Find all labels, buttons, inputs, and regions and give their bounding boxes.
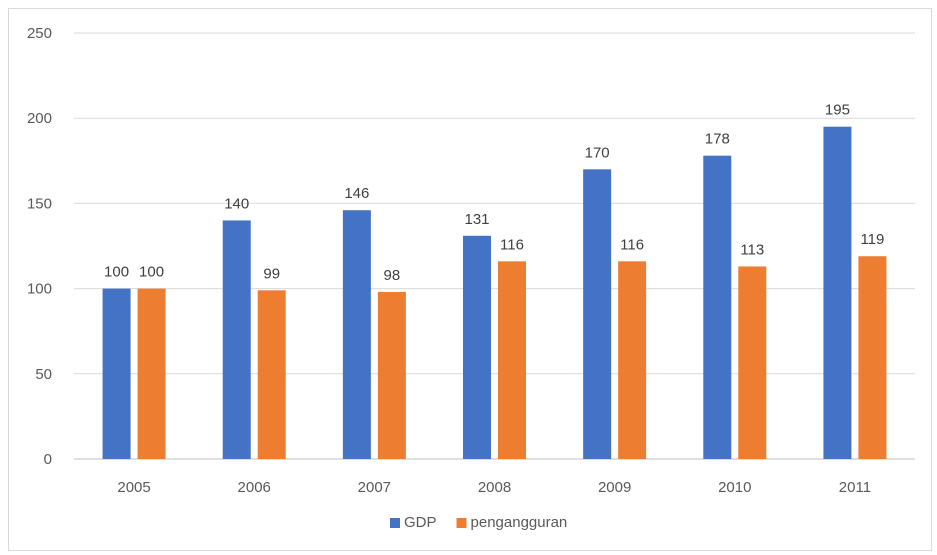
y-tick-label: 250 bbox=[27, 25, 52, 42]
x-tick-label: 2005 bbox=[117, 479, 150, 496]
data-label-pengangguran-2008: 116 bbox=[500, 236, 524, 253]
x-axis-tick-labels: 2005 2006 2007 2008 2009 2010 2011 bbox=[117, 479, 871, 496]
bar-pengangguran-2005 bbox=[137, 288, 166, 459]
data-labels: 100 100 140 99 146 98 131 116 170 116 178 113 195 119 bbox=[104, 102, 884, 284]
data-label-pengangguran-2009: 116 bbox=[620, 236, 644, 253]
y-tick-label: 200 bbox=[27, 110, 52, 127]
bar-pengangguran-2008 bbox=[498, 261, 526, 459]
y-tick-label: 150 bbox=[27, 195, 52, 212]
y-tick-label: 100 bbox=[27, 281, 52, 298]
data-label-pengangguran-2011: 119 bbox=[860, 231, 884, 248]
legend-swatch-gdp bbox=[390, 518, 400, 528]
bar-pengangguran-2006 bbox=[257, 290, 286, 459]
data-label-gdp-2011: 195 bbox=[825, 102, 850, 119]
legend: GDP pengangguran bbox=[390, 514, 567, 531]
y-tick-label: 0 bbox=[44, 451, 52, 468]
bar-pengangguran-2011 bbox=[858, 256, 887, 459]
x-tick-label: 2010 bbox=[718, 479, 751, 496]
x-tick-label: 2007 bbox=[358, 479, 391, 496]
legend-label-pengangguran: pengangguran bbox=[471, 514, 568, 531]
bar-pengangguran-2009 bbox=[618, 261, 647, 459]
bar-gdp-2009 bbox=[583, 169, 612, 459]
y-tick-label: 50 bbox=[35, 366, 52, 383]
bar-gdp-2011 bbox=[823, 126, 852, 459]
data-label-pengangguran-2006: 99 bbox=[263, 265, 280, 282]
gridlines bbox=[74, 32, 915, 460]
x-tick-label: 2008 bbox=[478, 479, 511, 496]
bar-gdp-2007 bbox=[342, 210, 371, 459]
legend-swatch-pengangguran bbox=[456, 518, 467, 528]
data-label-pengangguran-2007: 98 bbox=[384, 267, 401, 284]
legend-label-gdp: GDP bbox=[404, 514, 437, 531]
bar-pengangguran-2010 bbox=[738, 266, 767, 459]
bar-pengangguran-2007 bbox=[377, 292, 406, 459]
data-label-gdp-2008: 131 bbox=[464, 211, 489, 228]
data-label-pengangguran-2005: 100 bbox=[139, 264, 164, 281]
x-tick-label: 2006 bbox=[238, 479, 271, 496]
data-label-gdp-2007: 146 bbox=[344, 185, 369, 202]
bar-gdp-2008 bbox=[463, 235, 491, 459]
data-label-gdp-2005: 100 bbox=[104, 264, 129, 281]
x-tick-label: 2009 bbox=[598, 479, 631, 496]
data-label-gdp-2006: 140 bbox=[224, 195, 249, 212]
data-label-gdp-2009: 170 bbox=[585, 144, 610, 161]
data-label-pengangguran-2010: 113 bbox=[740, 241, 764, 258]
bar-gdp-2010 bbox=[703, 155, 732, 460]
data-label-gdp-2010: 178 bbox=[705, 131, 730, 148]
bar-gdp-2006 bbox=[222, 220, 251, 459]
x-tick-label: 2011 bbox=[839, 479, 871, 496]
bars bbox=[102, 126, 887, 460]
bar-gdp-2005 bbox=[102, 288, 131, 459]
y-axis-tick-labels: 0 50 100 150 200 250 bbox=[27, 25, 52, 468]
